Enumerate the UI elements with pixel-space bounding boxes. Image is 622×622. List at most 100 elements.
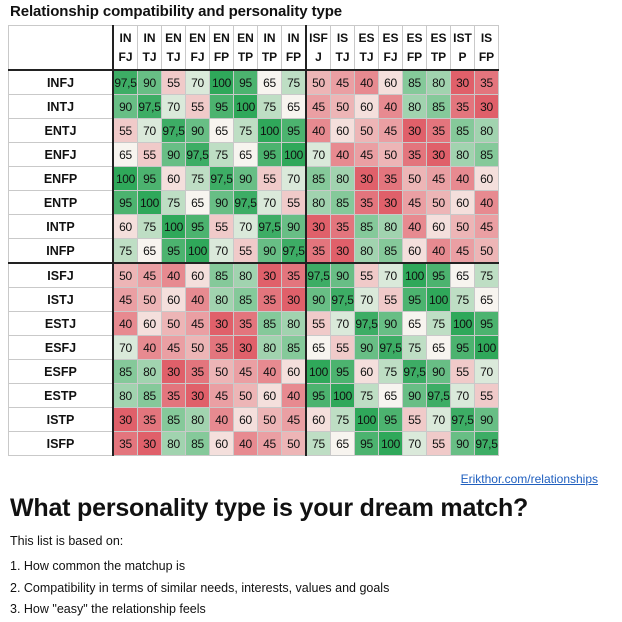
column-header: EN TP — [233, 25, 258, 71]
heatmap-cell: 35 — [474, 69, 499, 95]
heatmap-cell: 55 — [378, 287, 403, 312]
heatmap-cell: 75 — [354, 383, 379, 408]
column-header-top: IS — [336, 30, 349, 45]
heatmap-cell: 60 — [161, 166, 186, 191]
heatmap-cell: 65 — [378, 383, 403, 408]
column-header-bottom: TP — [430, 49, 447, 64]
heatmap-cell: 50 — [137, 287, 162, 312]
heatmap-cell: 55 — [354, 262, 379, 288]
heatmap-cell: 75 — [305, 431, 331, 456]
heatmap-cell: 60 — [233, 407, 258, 432]
row-header: ESFJ — [8, 335, 114, 360]
heatmap-cell: 45 — [378, 118, 403, 143]
heatmap-cell: 70 — [354, 287, 379, 312]
row-header: ISFP — [8, 431, 114, 456]
heatmap-cell: 70 — [450, 383, 475, 408]
heatmap-cell: 100 — [305, 359, 331, 384]
column-header: IN FJ — [112, 25, 138, 71]
heatmap-cell: 45 — [426, 166, 451, 191]
heatmap-cell: 75 — [330, 407, 355, 432]
heatmap-cell: 60 — [426, 214, 451, 239]
heatmap-cell: 40 — [354, 69, 379, 95]
table-row: ESFJ 70 40 45 50 35 30 80 85 65 55 90 97,5 75 65 95 100 — [8, 335, 499, 360]
heatmap-cell: 85 — [209, 262, 234, 288]
column-header-bottom: J — [315, 49, 322, 64]
heatmap-cell: 97,5 — [330, 287, 355, 312]
chart-title: Relationship compatibility and personali… — [10, 3, 343, 20]
heatmap-cell: 30 — [354, 166, 379, 191]
heatmap-cell: 65 — [112, 142, 138, 167]
heatmap-cell: 85 — [402, 69, 427, 95]
column-header: EN TJ — [161, 25, 186, 71]
heatmap-cell: 80 — [354, 238, 379, 264]
criteria-item: 2. Compatibility in terms of similar nee… — [10, 580, 390, 595]
heatmap-cell: 65 — [402, 311, 427, 336]
heatmap-cell: 85 — [354, 214, 379, 239]
row-header: ESFP — [8, 359, 114, 384]
heatmap-cell: 40 — [112, 311, 138, 336]
heatmap-cell: 70 — [330, 311, 355, 336]
heatmap-cell: 55 — [185, 94, 210, 119]
heatmap-cell: 60 — [474, 166, 499, 191]
table-row: ISTP 30 35 85 80 40 60 50 45 60 75 100 95 55 70 97,5 90 — [8, 407, 499, 432]
heatmap-cell: 50 — [378, 142, 403, 167]
heatmap-cell: 90 — [185, 118, 210, 143]
heatmap-cell: 97,5 — [402, 359, 427, 384]
column-header-top: EN — [165, 30, 182, 45]
heatmap-cell: 45 — [137, 262, 162, 288]
heatmap-cell: 90 — [474, 407, 499, 432]
source-link[interactable]: Erikthor.com/relationships — [460, 472, 598, 486]
heatmap-cell: 50 — [426, 190, 451, 215]
heatmap-cell: 80 — [474, 118, 499, 143]
heatmap-cell: 85 — [450, 118, 475, 143]
heatmap-cell: 85 — [185, 431, 210, 456]
heatmap-cell: 45 — [161, 335, 186, 360]
heatmap-cell: 80 — [257, 335, 282, 360]
heatmap-cell: 30 — [209, 311, 234, 336]
row-header: INFJ — [8, 69, 114, 95]
heatmap-cell: 45 — [185, 311, 210, 336]
heatmap-cell: 30 — [426, 142, 451, 167]
heatmap-cell: 65 — [257, 69, 282, 95]
heatmap-cell: 95 — [450, 335, 475, 360]
heatmap-cell: 85 — [330, 190, 355, 215]
heatmap-cell: 30 — [474, 94, 499, 119]
heatmap-cell: 50 — [112, 262, 138, 288]
heatmap-cell: 60 — [185, 262, 210, 288]
heatmap-cell: 35 — [330, 214, 355, 239]
heatmap-cell: 65 — [233, 142, 258, 167]
heatmap-cell: 90 — [330, 262, 355, 288]
heatmap-cell: 30 — [450, 69, 475, 95]
heatmap-cell: 40 — [257, 359, 282, 384]
column-header-bottom: TJ — [142, 49, 157, 64]
heatmap-cell: 70 — [402, 431, 427, 456]
column-header: ES FP — [402, 25, 427, 71]
heatmap-cell: 45 — [450, 238, 475, 264]
heatmap-cell: 95 — [305, 383, 331, 408]
heatmap-cell: 40 — [185, 287, 210, 312]
heatmap-cell: 40 — [161, 262, 186, 288]
heatmap-cell: 80 — [305, 190, 331, 215]
heatmap-cell: 60 — [305, 407, 331, 432]
heatmap-cell: 100 — [281, 142, 307, 167]
heatmap-cell: 30 — [257, 262, 282, 288]
column-header: EN FJ — [185, 25, 210, 71]
row-header: ISTJ — [8, 287, 114, 312]
column-header-bottom: FP — [406, 49, 423, 64]
heatmap-cell: 30 — [161, 359, 186, 384]
heatmap-cell: 45 — [330, 69, 355, 95]
heatmap-cell: 97,5 — [161, 118, 186, 143]
heatmap-cell: 45 — [209, 383, 234, 408]
heatmap-cell: 35 — [402, 142, 427, 167]
heatmap-cell: 45 — [112, 287, 138, 312]
heatmap-cell: 35 — [354, 190, 379, 215]
heatmap-cell: 50 — [402, 166, 427, 191]
heatmap-cell: 97,5 — [305, 262, 331, 288]
table-row: ENTJ 55 70 97,5 90 65 75 100 95 40 60 50 45 30 35 85 80 — [8, 118, 499, 143]
heatmap-cell: 50 — [330, 94, 355, 119]
heatmap-cell: 55 — [474, 383, 499, 408]
heatmap-cell: 40 — [450, 166, 475, 191]
heatmap-cell: 75 — [185, 166, 210, 191]
heatmap-cell: 95 — [402, 287, 427, 312]
